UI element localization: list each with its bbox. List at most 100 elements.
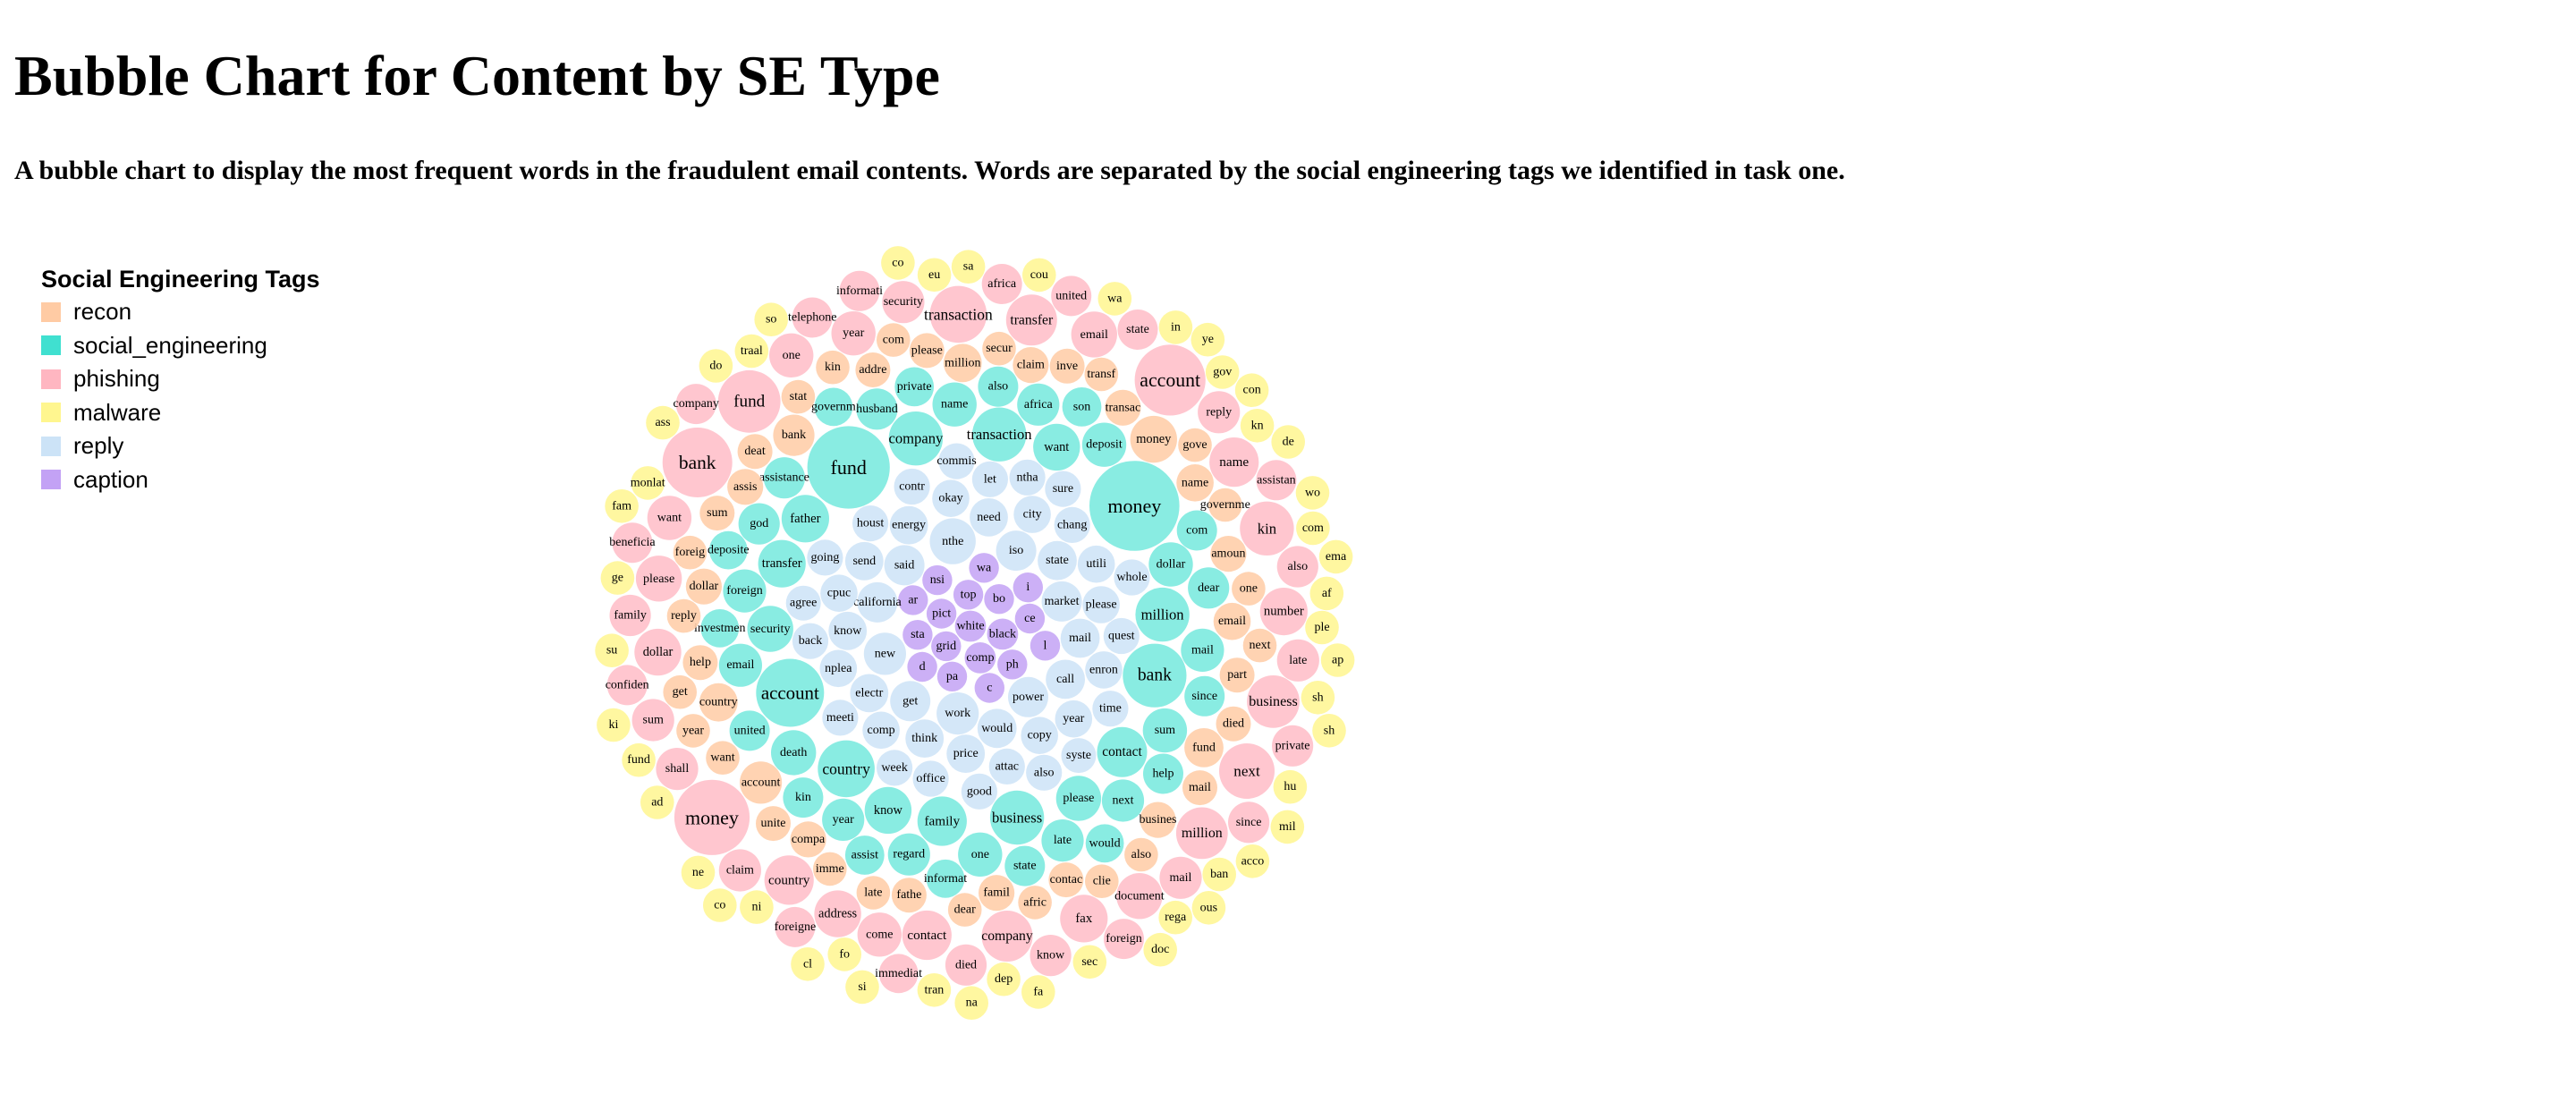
bubble-caption: i [1013, 572, 1044, 603]
bubble-circle [1273, 769, 1308, 804]
bubble-label: address [818, 907, 858, 921]
legend-swatch-recon [41, 301, 61, 322]
bubble-label: bank [679, 452, 716, 473]
bubble-circle [1219, 743, 1275, 799]
page-subtitle: A bubble chart to display the most frequ… [14, 156, 1845, 185]
bubble-phishing: name [1209, 437, 1259, 488]
bubble-label: wo [1305, 486, 1320, 499]
bubble-label: reply [671, 609, 697, 623]
bubble-recon: died [1216, 706, 1251, 742]
legend-item-phishing: phishing [41, 362, 320, 396]
bubble-circle [1175, 807, 1228, 860]
bubble-circle [1247, 675, 1300, 728]
bubble-label: cl [803, 957, 812, 971]
bubble-label: utili [1086, 557, 1106, 571]
bubble-circle [1182, 770, 1217, 806]
bubble-social-engineering: sum [1142, 708, 1188, 753]
bubble-circle [1259, 588, 1308, 636]
bubble-label: want [710, 751, 734, 765]
bubble-circle [1148, 542, 1193, 587]
bubble-recon: fund [1184, 728, 1224, 768]
bubble-reply: nplea [819, 649, 858, 688]
bubble-circle [945, 944, 987, 986]
bubble-circle [1176, 464, 1214, 502]
bubble-label: af [1322, 587, 1332, 600]
bubble-social-engineering: late [1041, 819, 1084, 862]
bubble-malware: fo [827, 937, 861, 971]
bubble-label: business [992, 810, 1042, 827]
bubble-circle [781, 495, 830, 543]
bubble-circle [1188, 567, 1230, 609]
bubble-circle [656, 748, 699, 791]
bubble-circle [1219, 657, 1255, 693]
bubble-circle [947, 893, 982, 927]
bubble-reply: would [977, 708, 1017, 749]
bubble-label: assis [733, 480, 757, 494]
legend-swatch-caption [41, 470, 61, 490]
bubble-label: stat [790, 390, 808, 403]
bubble-reply: cpuc [820, 574, 858, 612]
bubble-label: nsi [930, 573, 945, 587]
bubble-social-engineering: transaction [967, 407, 1032, 462]
bubble-social-engineering: since [1184, 675, 1225, 717]
bubble-recon: part [1219, 657, 1255, 693]
bubble-circle [1013, 347, 1049, 384]
bubble-label: mil [1279, 820, 1296, 834]
bubble-circle [1312, 714, 1346, 748]
bubble-circle [1038, 540, 1077, 581]
bubble-label: mail [1069, 632, 1091, 645]
bubble-label: year [1063, 712, 1084, 725]
bubble-label: know [1037, 949, 1065, 963]
bubble-label: beneficia [609, 536, 656, 549]
bubble-caption: c [974, 673, 1005, 703]
bubble-circle [814, 890, 861, 937]
bubble-circle [1041, 819, 1084, 862]
bubble-social-engineering: husband [856, 388, 898, 430]
bubble-social-engineering: regard [887, 833, 930, 876]
bubble-label: gov [1213, 366, 1232, 379]
bubble-circle [931, 631, 962, 662]
bubble-label: informati [836, 284, 883, 298]
bubble-recon: clie [1085, 864, 1119, 898]
bubble-circle [987, 618, 1019, 650]
bubble-label: company [888, 430, 944, 447]
bubble-circle [597, 708, 631, 742]
bubble-caption: black [987, 618, 1019, 650]
bubble-circle [877, 750, 913, 786]
bubble-label: call [1056, 673, 1074, 686]
bubble-circle [699, 496, 735, 531]
bubble-label: ap [1332, 654, 1343, 667]
bubble-circle [1084, 357, 1119, 392]
bubble-label: l [1044, 639, 1047, 652]
bubble-malware: cl [791, 947, 825, 981]
bubble-circle [889, 505, 928, 545]
bubble-label: account [741, 776, 781, 789]
bubble-circle [1123, 643, 1187, 708]
bubble-circle [882, 281, 925, 324]
bubble-circle [1077, 545, 1115, 583]
bubble-circle [938, 443, 975, 479]
bubble-circle [807, 426, 890, 509]
bubble-reply: whole [1114, 559, 1150, 596]
bubble-circle [1005, 294, 1057, 346]
bubble-social-engineering: company [888, 411, 944, 466]
bubble-circle [1198, 391, 1241, 434]
bubble-label: contact [1102, 744, 1142, 759]
bubble-label: going [810, 551, 839, 564]
bubble-label: send [852, 555, 876, 568]
bubble-malware: mil [1270, 810, 1305, 844]
bubble-circle [756, 806, 791, 842]
bubble-recon: afric [1018, 886, 1052, 920]
bubble-label: account [1140, 369, 1200, 391]
bubble-circle [673, 535, 708, 570]
bubble-recon: one [1232, 572, 1266, 606]
bubble-circle [1055, 776, 1102, 821]
bubble-label: company [674, 397, 719, 411]
bubble-recon: addre [855, 352, 891, 387]
bubble-malware: de [1271, 425, 1305, 459]
bubble-malware: ema [1318, 539, 1353, 574]
bubble-circle [1117, 310, 1158, 350]
legend-item-malware: malware [41, 396, 320, 430]
bubble-label: know [874, 803, 903, 818]
